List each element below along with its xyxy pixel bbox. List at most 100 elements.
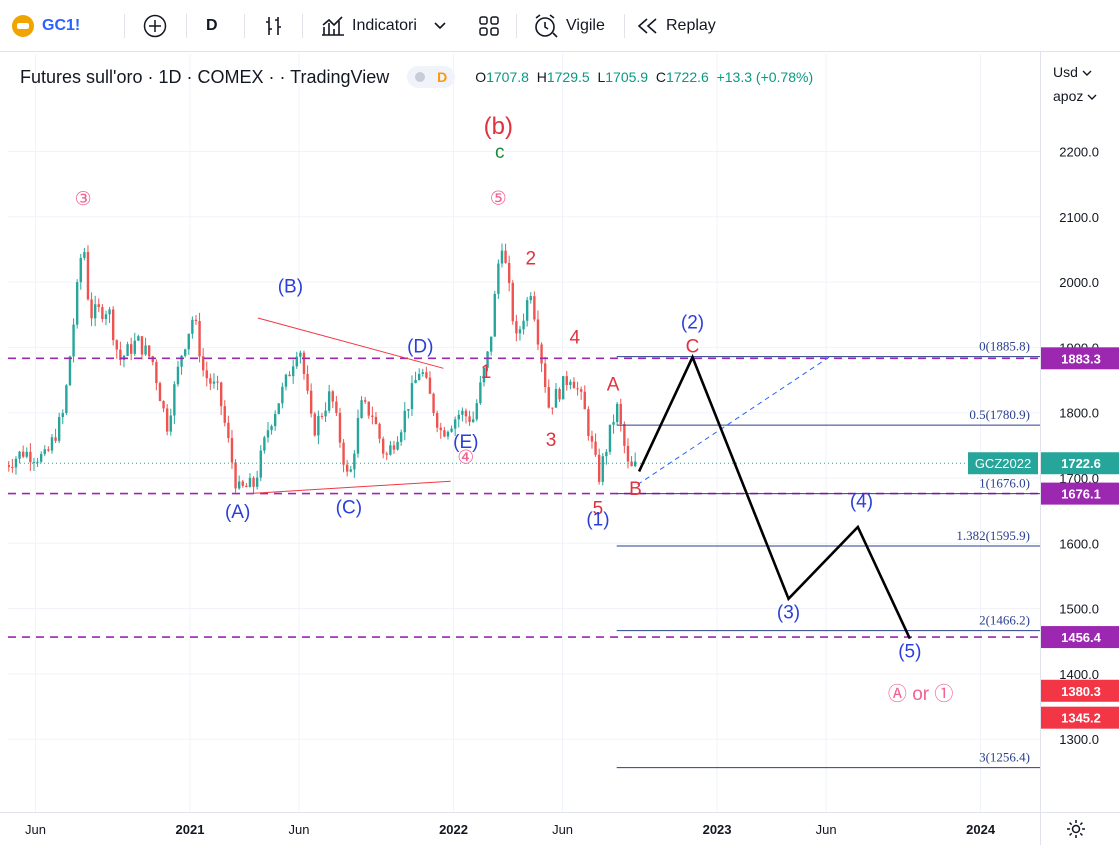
candle-body <box>482 367 486 383</box>
candle-body <box>137 336 140 341</box>
candle-body <box>356 417 360 454</box>
candle-body <box>54 437 57 441</box>
candle-body <box>187 333 190 350</box>
wave-label: 3 <box>546 430 557 451</box>
wave-label: Ⓐ or ① <box>888 683 953 705</box>
candle-body <box>21 451 25 457</box>
candle-body <box>126 344 129 356</box>
layouts-button[interactable] <box>478 10 500 42</box>
candle-body <box>327 391 331 411</box>
candle-body <box>493 293 496 337</box>
chart-title: Futures sull'oro · 1D · COMEX · · Tradin… <box>20 66 390 87</box>
wave-label: (D) <box>407 337 433 358</box>
scale-mode-selector[interactable]: apoz <box>1053 88 1097 104</box>
price-axis[interactable]: 2200.02100.02000.01900.01800.01700.01600… <box>1040 52 1120 812</box>
alert-button[interactable]: Vigile <box>532 10 605 42</box>
candle-body <box>342 442 345 465</box>
symbol-button[interactable]: GC1! <box>12 10 80 42</box>
time-tick-label: Jun <box>25 822 46 837</box>
candle-body <box>39 453 43 462</box>
chevron-down-icon <box>1087 94 1097 100</box>
chevron-down-icon <box>434 22 446 30</box>
wave-label: 1 <box>481 362 492 383</box>
wave-label: (2) <box>681 312 704 333</box>
candle-body <box>75 282 79 325</box>
triangle-trendline <box>257 317 444 369</box>
gear-icon[interactable] <box>1065 818 1087 840</box>
compare-button[interactable] <box>142 10 168 42</box>
candle-body <box>158 383 162 402</box>
price-badge <box>1041 679 1119 702</box>
candle-body <box>385 453 388 455</box>
candle-body <box>518 329 522 334</box>
time-scale[interactable]: Jun 2021 Jun 2022 Jun 2023 Jun 2024 <box>0 813 1040 845</box>
chart-legend: Futures sull'oro · 1D · COMEX · · Tradin… <box>20 66 813 88</box>
candle-body <box>461 410 464 415</box>
candle-body <box>612 422 615 425</box>
time-axis[interactable]: Jun 2021 Jun 2022 Jun 2023 Jun 2024 <box>0 812 1040 845</box>
candle-body <box>255 477 259 487</box>
triangle-trendline <box>246 480 451 495</box>
projection-dashed-line <box>637 356 830 485</box>
replay-button[interactable]: Replay <box>636 10 716 42</box>
time-tick-label: 2024 <box>966 822 996 837</box>
fib-level-label: 0(1885.8) <box>979 339 1030 354</box>
candle-body <box>90 299 93 319</box>
replay-label: Replay <box>666 17 716 34</box>
candle-body <box>284 374 288 387</box>
candle-body <box>104 314 108 320</box>
candle-body <box>378 424 381 439</box>
chart-settings[interactable] <box>1040 812 1120 845</box>
candle-body <box>536 319 540 345</box>
wave-label: 2 <box>525 248 536 269</box>
candle-body <box>367 401 370 416</box>
candle-body <box>133 340 136 354</box>
candle-body <box>32 461 36 463</box>
wave-label: ⑤ <box>490 188 507 209</box>
candle-body <box>273 413 277 427</box>
candle-body <box>151 356 154 363</box>
price-scale[interactable]: 2200.02100.02000.01900.01800.01700.01600… <box>1041 52 1120 812</box>
candle-body <box>381 438 385 454</box>
wave-label: (4) <box>850 491 873 512</box>
wave-label: (3) <box>777 602 800 623</box>
wave-label: B <box>629 479 642 500</box>
candle-body <box>331 391 334 402</box>
change-value: +13.3 (+0.78%) <box>716 69 814 85</box>
symbol-label: GC1! <box>42 17 81 34</box>
price-badge <box>1041 626 1119 649</box>
candle-body <box>525 300 529 321</box>
toolbar-divider <box>244 14 245 38</box>
toolbar-divider <box>124 14 125 38</box>
candle-body <box>169 415 172 432</box>
indicators-button[interactable]: Indicatori <box>320 10 447 42</box>
chart-pane[interactable]: 0(1885.8) 0.5(1780.9) 1(1676.0) 1.382(1595.… <box>3 54 1040 812</box>
candle-body <box>176 366 180 385</box>
candle-body <box>97 304 100 308</box>
chart-type-button[interactable] <box>262 10 286 42</box>
candle-body <box>374 416 378 425</box>
interval-button[interactable]: D <box>206 10 218 42</box>
toolbar-divider <box>186 14 187 38</box>
price-badge-label: 1345.2 <box>1061 711 1101 726</box>
wave-projection-path <box>637 353 912 640</box>
price-tick-label: 2000.0 <box>1059 275 1099 290</box>
candle-body <box>608 424 612 452</box>
price-badge-label: 1883.3 <box>1061 351 1101 366</box>
candle-body <box>403 410 406 433</box>
wave-label: ④ <box>457 448 474 469</box>
data-status-badge[interactable]: D <box>407 66 456 88</box>
candle-body <box>435 412 439 428</box>
candle-body <box>389 445 392 455</box>
fib-level-label: 1(1676.0) <box>979 476 1030 491</box>
candle-body <box>36 461 39 463</box>
candle-body <box>270 426 273 431</box>
candle-body <box>165 408 169 432</box>
time-tick-label: 2022 <box>439 822 468 837</box>
close-label: C <box>655 69 666 85</box>
price-chart[interactable]: 0(1885.8) 0.5(1780.9) 1(1676.0) 1.382(1595.… <box>3 54 1040 812</box>
candle-body <box>263 437 266 451</box>
candle-body <box>565 376 568 386</box>
low-label: L <box>597 69 606 85</box>
currency-selector[interactable]: Usd <box>1053 64 1092 80</box>
